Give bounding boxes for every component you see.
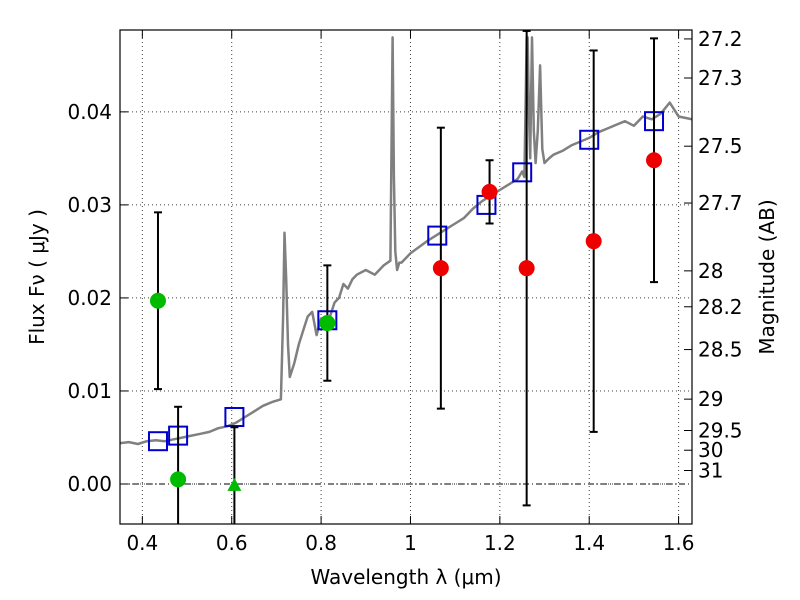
x-tick-label: 1.2 (484, 531, 516, 555)
spectrum-line (120, 36, 692, 446)
series-2 (227, 426, 242, 524)
spectrum-layer (120, 36, 692, 446)
data-point (481, 183, 498, 200)
model-square (512, 162, 533, 183)
model-square (427, 225, 448, 246)
y-tick-label: 0.00 (67, 472, 112, 496)
data-point (170, 471, 187, 488)
model-square (224, 407, 245, 428)
marks-layer (147, 30, 665, 524)
y2-tick-label: 31 (698, 459, 723, 483)
data-point (646, 152, 663, 169)
model-square (147, 431, 168, 452)
y2-tick-label: 28.2 (698, 295, 743, 319)
y-axis-label: Flux Fν ( μJy ) (25, 209, 49, 345)
y-tick-label: 0.01 (67, 379, 112, 403)
data-point (518, 260, 535, 277)
x-tick-label: 1 (404, 531, 417, 555)
y-tick-label: 0.03 (67, 193, 112, 217)
data-point (432, 260, 449, 277)
data-point (319, 315, 336, 332)
model-square (579, 129, 600, 150)
y2-tick-label: 29 (698, 387, 723, 411)
y2-tick-label: 29.5 (698, 419, 743, 443)
grid-layer (120, 30, 692, 524)
x-tick-label: 0.6 (216, 531, 248, 555)
y2-tick-label: 30 (698, 438, 723, 462)
series-1 (149, 211, 336, 524)
series-3 (432, 30, 663, 507)
x-tick-label: 1.6 (663, 531, 695, 555)
y2-axis-label: Magnitude (AB) (755, 199, 779, 354)
y-tick-label: 0.02 (67, 286, 112, 310)
y2-tick-label: 27.5 (698, 134, 743, 158)
x-axis-label: Wavelength λ (μm) (310, 565, 501, 589)
x-tick-label: 1.4 (573, 531, 605, 555)
y2-tick-label: 28.5 (698, 338, 743, 362)
data-point (149, 292, 166, 309)
series-0 (147, 111, 665, 452)
y2-tick-label: 27.3 (698, 66, 743, 90)
y2-tick-label: 28 (698, 259, 723, 283)
y-tick-label: 0.04 (67, 100, 112, 124)
y2-tick-label: 27.7 (698, 191, 743, 215)
x-tick-label: 0.8 (305, 531, 337, 555)
y2-tick-label: 27.2 (698, 27, 743, 51)
plot-frame (119, 29, 693, 525)
x-tick-label: 0.4 (126, 531, 158, 555)
ticks-layer: 0.4 0.6 0.8 1 1.2 1.4 1.6 0.00 0.01 0.02 0.03 0.04 2… (67, 27, 742, 555)
data-point (585, 233, 602, 250)
upper-limit-marker (227, 477, 242, 491)
